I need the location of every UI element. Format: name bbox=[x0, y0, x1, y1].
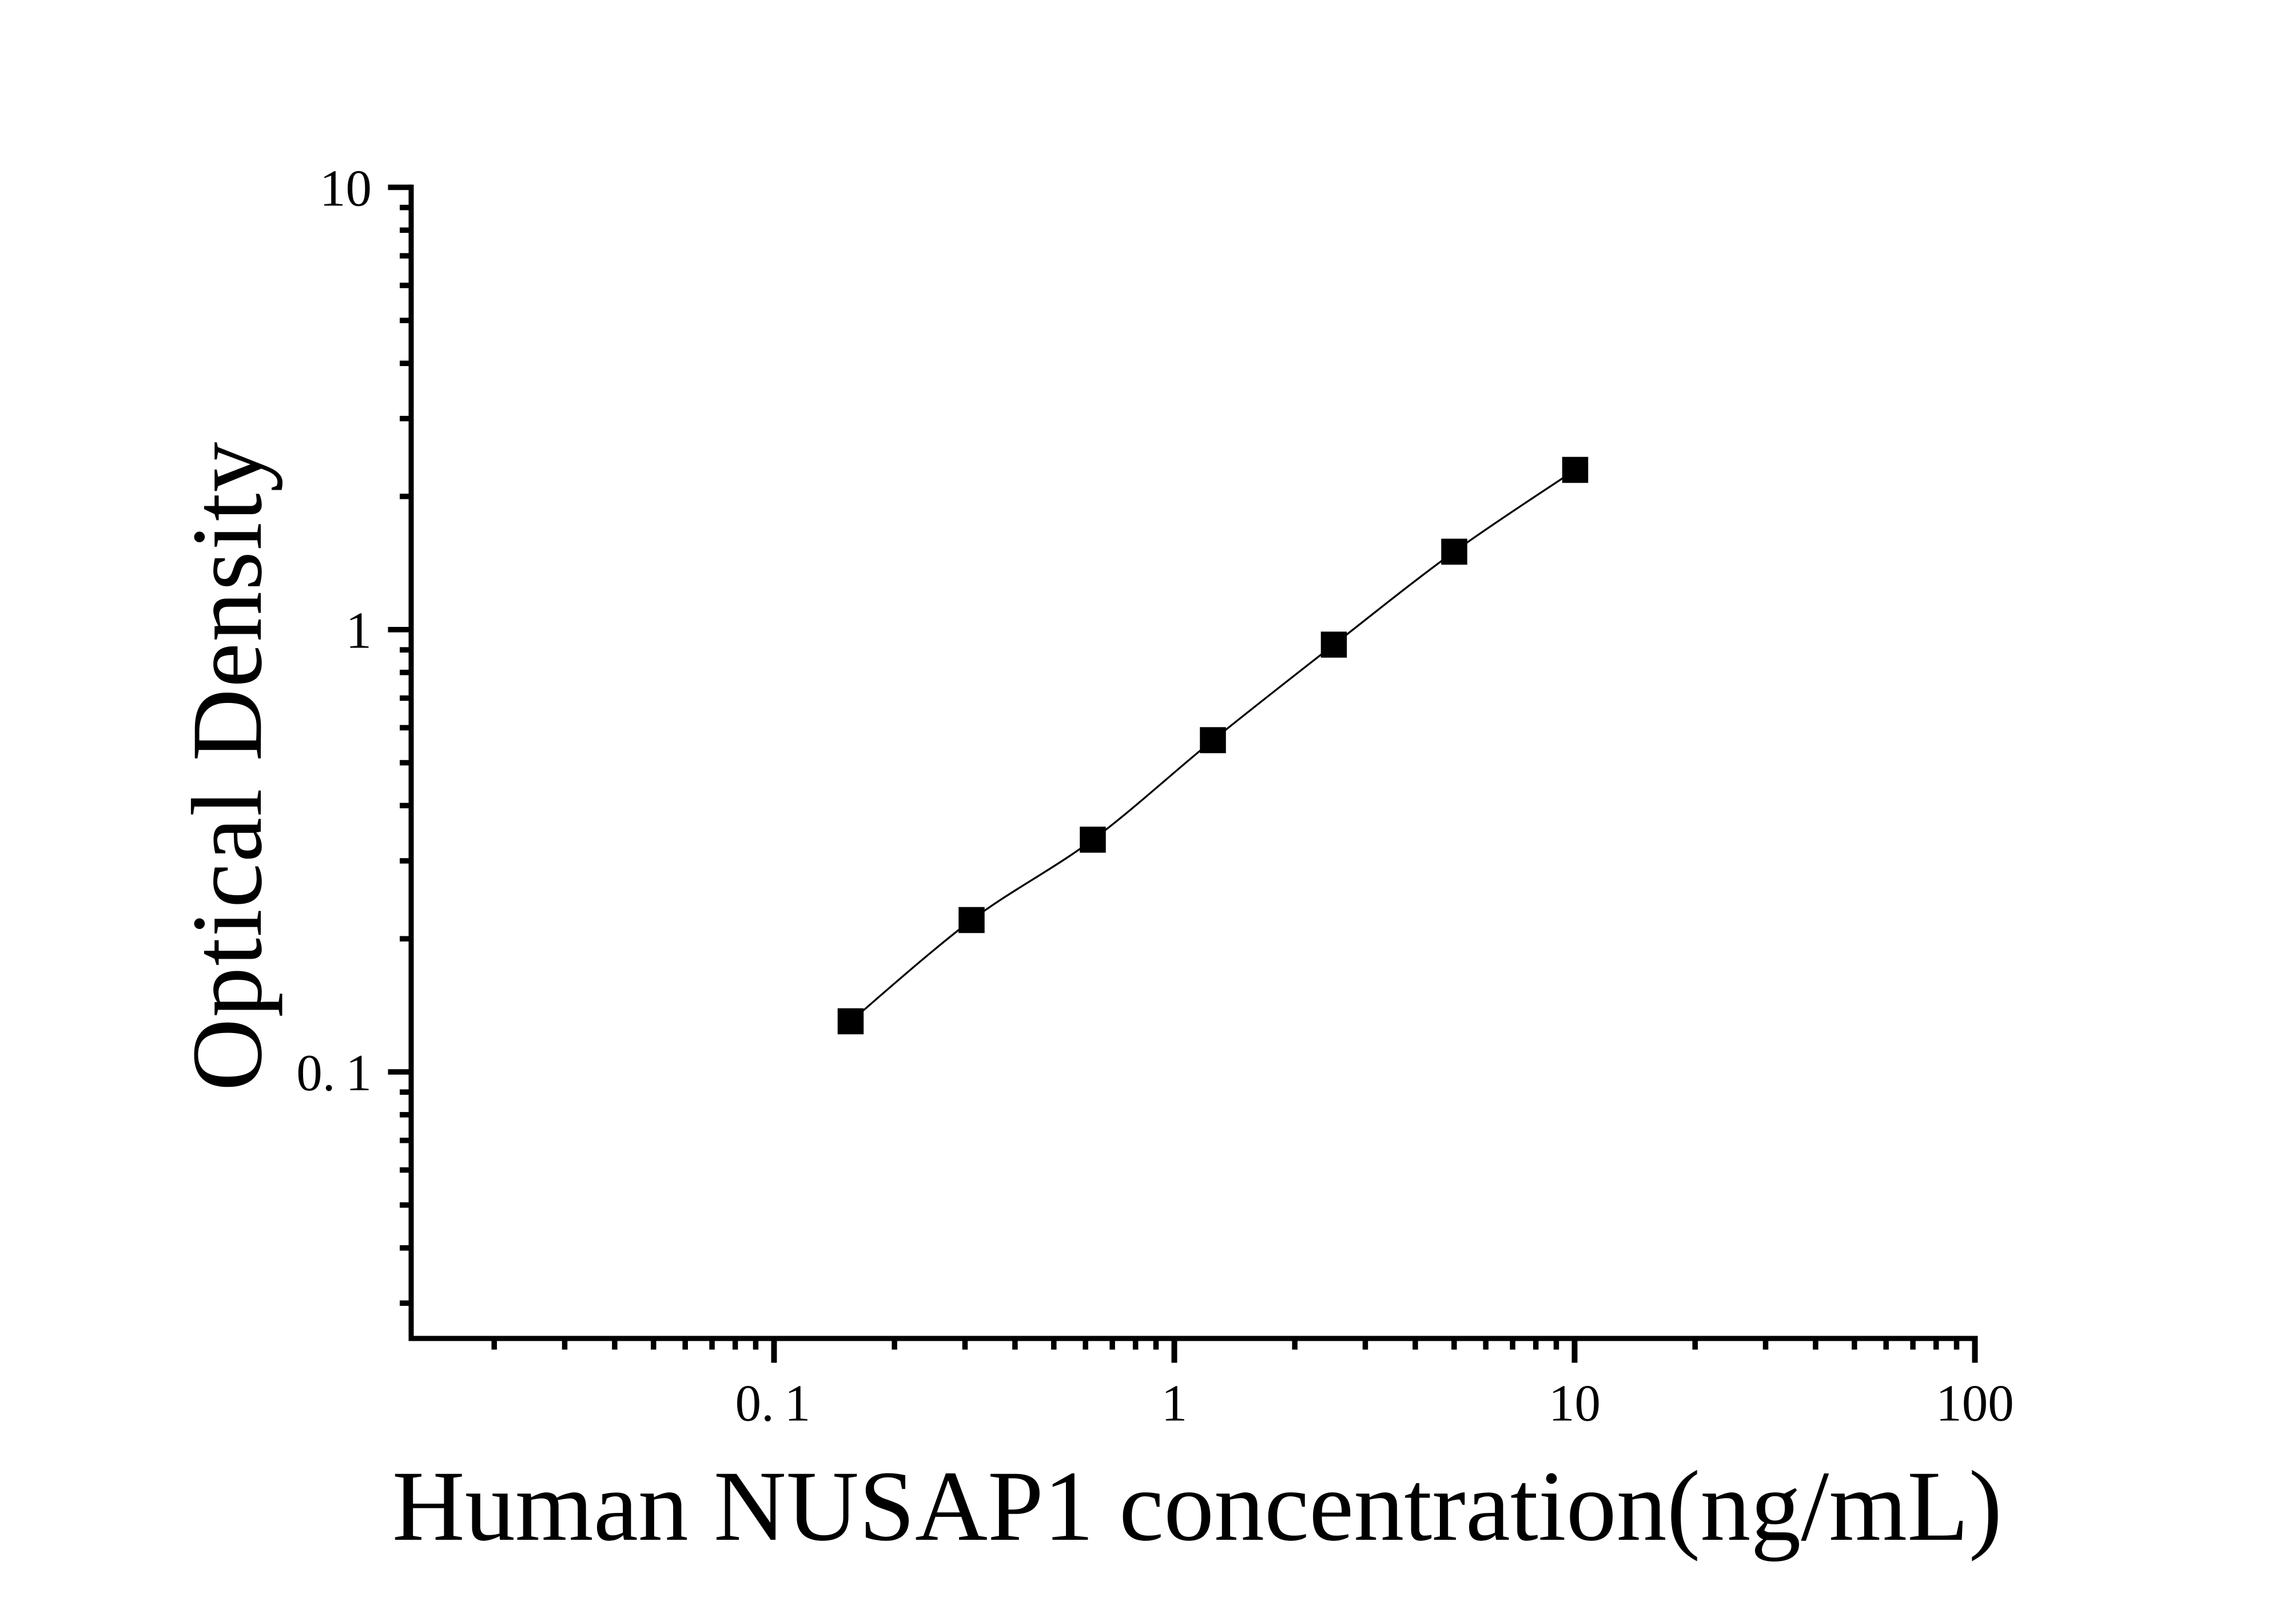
svg-text:1: 1 bbox=[1161, 1374, 1188, 1432]
svg-text:10: 10 bbox=[1549, 1374, 1601, 1432]
svg-text:1: 1 bbox=[346, 602, 372, 660]
svg-text:Human NUSAP1 concentration(ng/: Human NUSAP1 concentration(ng/mL) bbox=[392, 1451, 2002, 1562]
svg-text:0.1: 0. 1 bbox=[296, 1044, 372, 1102]
svg-text:10: 10 bbox=[320, 160, 372, 217]
svg-text:Optical Density: Optical Density bbox=[172, 442, 283, 1091]
svg-text:100: 100 bbox=[1936, 1374, 2014, 1432]
svg-text:0.1: 0. 1 bbox=[735, 1374, 811, 1432]
